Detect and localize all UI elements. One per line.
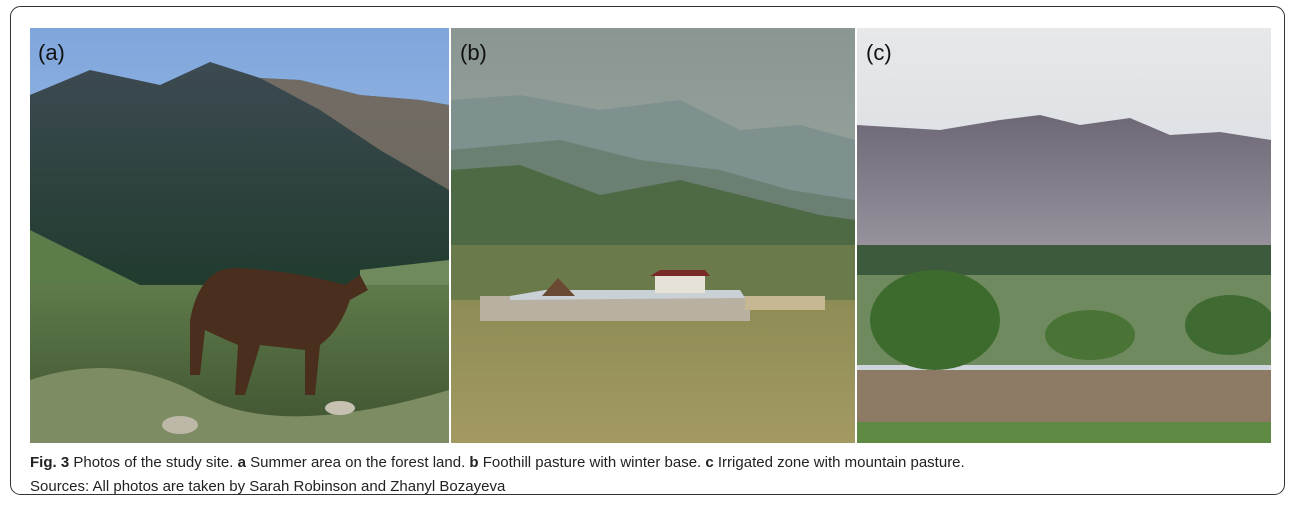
caption: Fig. 3 Photos of the study site. a Summe… <box>30 451 1270 499</box>
caption-text: Foothill pasture with winter base. <box>482 454 702 471</box>
caption-letter: a <box>237 454 246 471</box>
caption-text: Irrigated zone with mountain pasture. <box>717 454 965 471</box>
figure-label: Fig. 3 <box>30 454 70 471</box>
panel-label: (c) <box>866 40 892 65</box>
caption-line: Fig. 3 Photos of the study site. a Summe… <box>30 451 1270 475</box>
caption-intro: Photos of the study site. <box>73 454 234 471</box>
caption-letter: c <box>705 454 714 471</box>
photo-b <box>451 28 855 443</box>
panel-label: (b) <box>460 40 487 65</box>
photo-a <box>30 28 449 443</box>
caption-sources: Sources: All photos are taken by Sarah R… <box>30 478 506 495</box>
caption-text: Summer area on the forest land. <box>250 454 466 471</box>
photo-c <box>857 28 1271 443</box>
panel-label: (a) <box>38 40 65 65</box>
figure-border <box>10 6 1285 495</box>
caption-letter: b <box>469 454 479 471</box>
